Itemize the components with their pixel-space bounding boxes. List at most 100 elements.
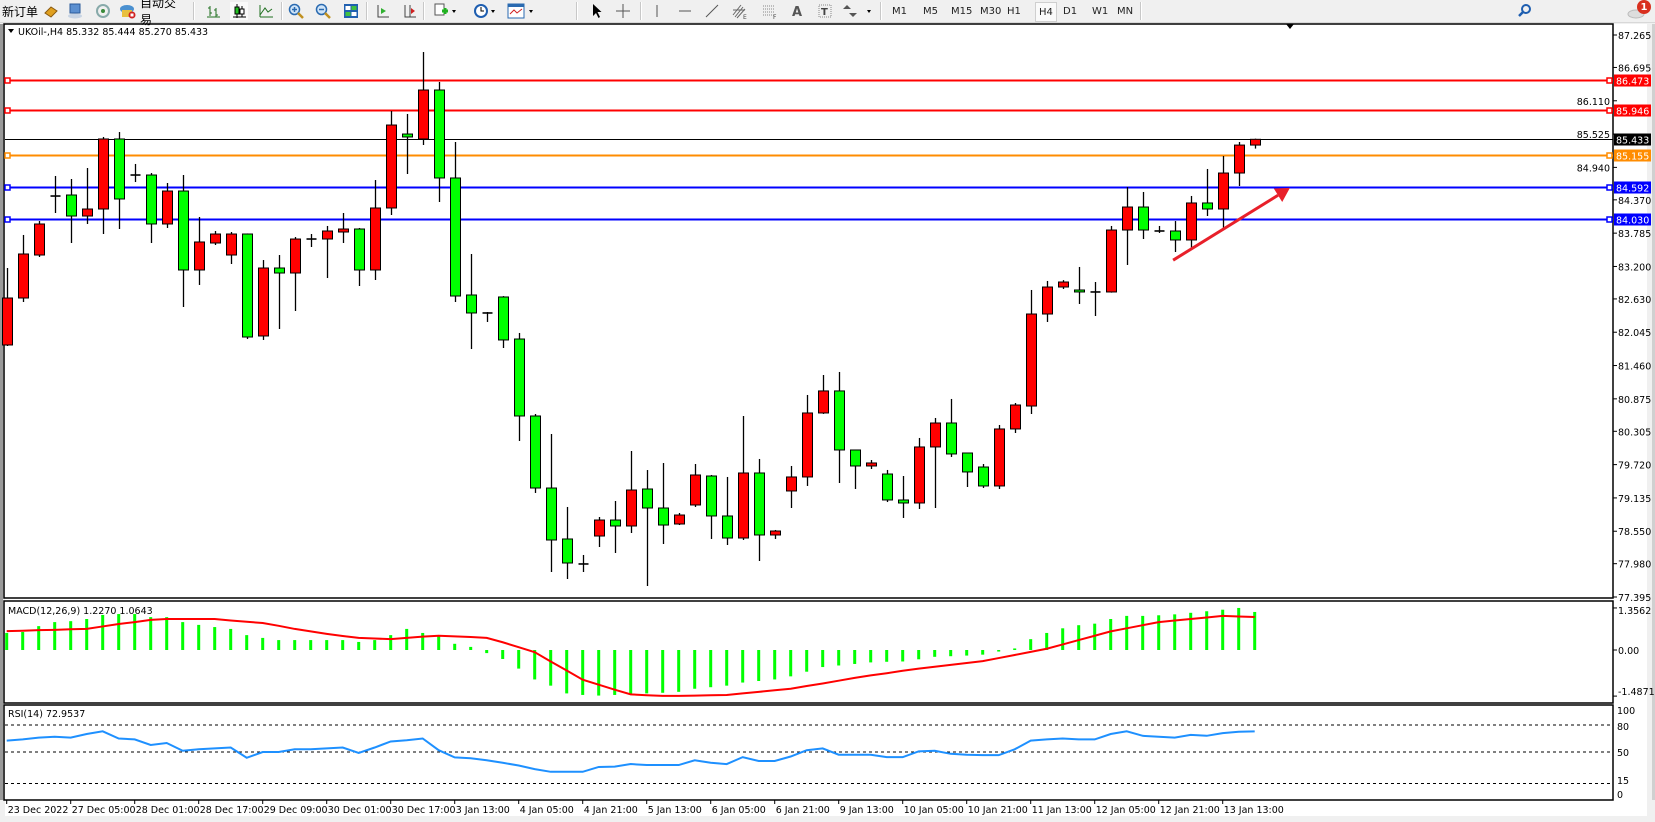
macd-histogram-bar [1189,612,1193,650]
macd-histogram-bar [1141,615,1145,650]
candle-body [242,233,253,338]
signal-icon[interactable] [94,2,112,20]
candle [82,168,93,224]
rsi-panel-border [3,704,1614,801]
chart-shift-icon[interactable] [400,2,418,20]
candle-body [978,466,989,487]
line-anchor-handle[interactable] [4,152,11,159]
macd-histogram-bar [1109,619,1113,650]
timeframe-m15-button[interactable]: M15 [951,5,973,17]
timeframe-mn-button[interactable]: MN [1117,5,1134,17]
line-anchor-handle[interactable] [4,184,11,191]
price-label-background [1614,181,1651,194]
svg-text:A: A [792,5,802,19]
price-line-label: 84.592 [1616,184,1649,195]
fibo-retracement-icon[interactable]: F [761,2,779,20]
fibo-channel-icon[interactable]: E [731,2,749,20]
macd-histogram-bar [181,622,185,650]
chart-shift-marker-icon[interactable] [1286,24,1294,29]
auto-scroll-icon[interactable] [373,2,391,20]
line-anchor-handle[interactable] [1606,77,1613,84]
macd-histogram-bar [1205,611,1209,650]
new-order-button[interactable]: 新订单 [0,2,40,20]
candle-body [210,233,221,244]
candle [514,332,525,441]
trend-arrow-line[interactable] [1172,193,1279,262]
candle [130,163,141,183]
macd-histogram-bar [997,650,1001,652]
book-icon[interactable] [42,2,60,20]
text-label-icon[interactable]: T [816,2,834,20]
candle [626,451,637,533]
line-anchor-handle[interactable] [1606,152,1613,159]
time-tick-label: 12 Jan 05:00 [1096,805,1156,816]
candle [914,437,925,509]
line-anchor-handle[interactable] [4,107,11,114]
template-icon[interactable] [506,2,536,20]
line-anchor-handle[interactable] [4,216,11,223]
candle [834,371,845,484]
timeframe-h1-button[interactable]: H1 [1007,5,1021,17]
candle [450,141,461,302]
arrows-icon[interactable] [842,2,876,20]
timeframe-d1-button[interactable]: D1 [1063,5,1078,17]
zoom-out-icon[interactable] [314,2,332,20]
candle [338,212,349,244]
candlestick-icon[interactable] [230,2,248,20]
timeframe-m1-button[interactable]: M1 [892,5,907,17]
macd-signal-line [6,614,1255,697]
timeframe-m30-button[interactable]: M30 [980,5,1002,17]
window-right-edge [1652,24,1655,800]
timeframe-h4-button[interactable]: H4 [1035,2,1057,22]
macd-histogram-bar [101,614,105,650]
macd-histogram-bar [325,640,329,650]
macd-histogram-bar [805,650,809,672]
crosshair-icon[interactable] [614,2,632,20]
header-collapse-icon[interactable] [8,29,14,33]
time-tick-label: 4 Jan 21:00 [584,805,638,816]
candle [146,173,157,244]
zoom-in-icon[interactable] [287,2,305,20]
candle-body [226,233,237,256]
price-tick-label: 84.940 [1577,163,1610,174]
auto-trade-button[interactable]: 自动交易 [140,0,186,27]
text-icon[interactable]: A [788,2,806,20]
candle [1218,155,1229,228]
auto-trade-icon[interactable] [118,2,138,20]
candle [226,232,237,265]
candle [1122,186,1133,265]
macd-histogram-bar [1077,625,1081,650]
line-anchor-handle[interactable] [4,77,11,84]
macd-histogram-bar [1173,614,1177,650]
candle [786,465,797,509]
cursor-icon[interactable] [588,2,606,20]
candle [34,221,45,258]
candle [402,113,413,174]
time-tick-label: 27 Dec 05:00 [72,805,136,816]
clock-icon[interactable] [472,2,498,20]
line-chart-icon[interactable] [257,2,275,20]
line-anchor-handle[interactable] [1606,184,1613,191]
terminal-icon[interactable] [66,2,84,20]
timeframe-m5-button[interactable]: M5 [923,5,938,17]
timeframe-w1-button[interactable]: W1 [1092,5,1109,17]
candle [978,463,989,488]
rsi-tick-label: 15 [1617,776,1629,787]
line-anchor-handle[interactable] [1606,107,1613,114]
rsi-label: RSI(14) 72.9537 [8,709,85,720]
trendline-icon[interactable] [703,2,721,20]
bar-chart-icon[interactable] [204,2,222,20]
candle [18,234,29,302]
candle-body [1234,144,1245,174]
tile-windows-icon[interactable] [342,2,360,20]
price-tick-label: 81.460 [1618,362,1651,373]
search-icon[interactable] [1516,2,1534,20]
new-chart-icon[interactable] [432,2,458,20]
macd-histogram-bar [1157,615,1161,650]
candle-body [1218,172,1229,210]
candle [322,225,333,279]
line-anchor-handle[interactable] [1606,216,1613,223]
horizontal-line-icon[interactable] [676,2,694,20]
vertical-line-icon[interactable] [648,2,666,20]
